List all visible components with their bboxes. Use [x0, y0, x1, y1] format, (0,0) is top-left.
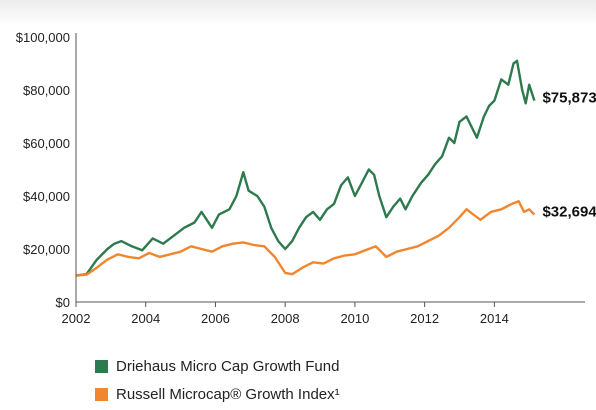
- legend-swatch-fund: [95, 359, 108, 373]
- y-tick-label: $40,000: [23, 189, 70, 204]
- end-value-label-fund: $75,873: [542, 90, 596, 107]
- x-tick-label: 2014: [480, 311, 509, 326]
- line-chart: $0 $20,000 $40,000 $60,000 $80,000 $100,000 2…: [16, 30, 596, 326]
- series-line-fund: [75, 59, 536, 277]
- legend: Driehaus Micro Cap Growth Fund Russell M…: [95, 354, 340, 410]
- end-value-label-index: $32,694: [542, 204, 596, 221]
- y-tick-label: $60,000: [23, 136, 70, 151]
- y-tick-label: $80,000: [23, 83, 70, 98]
- series-line-index: [75, 200, 536, 277]
- legend-item-fund: Driehaus Micro Cap Growth Fund: [95, 354, 340, 378]
- chart-frame: $0 $20,000 $40,000 $60,000 $80,000 $100,000 2…: [0, 0, 596, 340]
- y-tick-label: $20,000: [23, 242, 70, 257]
- x-tick-label: 2012: [410, 311, 439, 326]
- legend-label-index: Russell Microcap® Growth Index¹: [116, 385, 340, 403]
- y-tick-label: $0: [56, 295, 70, 310]
- x-tick-label: 2002: [62, 311, 91, 326]
- y-tick-label: $100,000: [16, 30, 70, 45]
- x-tick-label: 2008: [271, 311, 300, 326]
- legend-label-fund: Driehaus Micro Cap Growth Fund: [116, 357, 340, 375]
- x-tick-label: 2006: [201, 311, 230, 326]
- x-tick-label: 2004: [131, 311, 160, 326]
- legend-swatch-index: [95, 387, 108, 401]
- legend-item-index: Russell Microcap® Growth Index¹: [95, 382, 340, 406]
- x-tick-label: 2010: [340, 311, 369, 326]
